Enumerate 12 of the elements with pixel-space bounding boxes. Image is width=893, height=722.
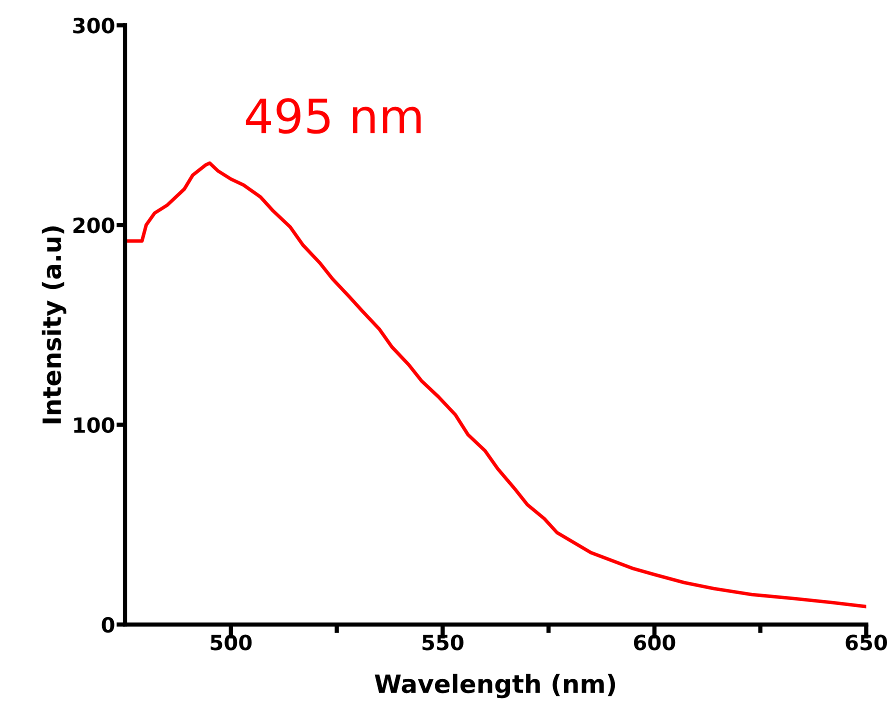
y-axis-title: Intensity (a.u) [42, 226, 66, 424]
x-tick-label: 650 [846, 634, 887, 650]
y-tick-label: 200 [73, 217, 114, 234]
y-tick-label: 300 [73, 18, 114, 34]
line-series [125, 161, 866, 608]
annotation: 495 nm [246, 98, 421, 134]
y-tick-label: 0 [102, 616, 114, 633]
x-tick-label: 500 [210, 634, 252, 650]
x-tick-label: 550 [422, 634, 464, 650]
x-tick-label: 600 [634, 634, 676, 650]
x-axis-title: Wavelength (nm) [374, 674, 616, 698]
y-tick-label: 100 [74, 417, 114, 433]
